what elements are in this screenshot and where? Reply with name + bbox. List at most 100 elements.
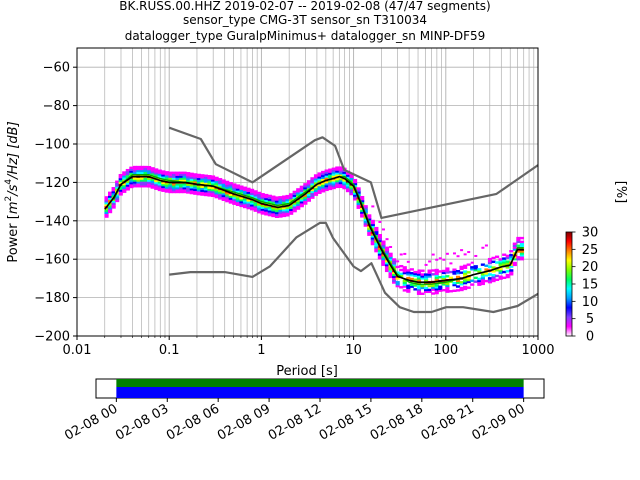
heatmap-cell [239,204,244,208]
heatmap-cell [196,175,201,179]
heatmap-cell [424,277,429,280]
heatmap-cell [132,165,138,169]
heatmap-cell [246,203,251,206]
heatmap-cell [306,185,311,189]
heatmap-cell [154,187,159,190]
heatmap-cell [171,173,177,176]
heatmap-cell [115,195,120,199]
heatmap-cell [122,182,127,186]
heatmap-cell [388,271,393,275]
heatmap-cell [115,197,120,201]
heatmap-cell [519,236,525,240]
heatmap-cell [147,171,152,175]
heatmap-cell [136,183,141,186]
heatmap-cell [498,275,503,278]
heatmap-cell [218,178,223,181]
heatmap-cell [378,220,382,223]
heatmap-cell [452,272,457,275]
heatmap-cell [516,238,521,242]
heatmap-cell [196,179,201,182]
heatmap-cell [512,256,517,259]
heatmap-cell [495,269,500,272]
heatmap-cell [115,184,120,187]
heatmap-cell [370,235,375,238]
heatmap-cell [342,181,347,184]
heatmap-cell [516,244,521,247]
heatmap-cell [104,200,109,203]
heatmap-cell [328,183,333,187]
heatmap-cell [108,208,113,212]
coverage-tick-label: 02-08 18 [368,401,426,443]
heatmap-cell [427,269,432,272]
heatmap-cell [381,248,386,251]
heatmap-cell [409,268,414,271]
heatmap-cell [221,196,226,200]
heatmap-cell [360,209,365,212]
heatmap-cell [474,254,478,257]
heatmap-cell [349,179,354,182]
heatmap-cell [370,239,375,242]
heatmap-cell [342,183,347,186]
heatmap-cell [260,208,265,211]
colorbar-label: [%] [613,181,628,204]
heatmap-cell [463,272,468,275]
heatmap-cell [278,207,283,211]
heatmap-cell [491,260,496,263]
heatmap-cell [168,175,173,178]
heatmap-cell [389,245,393,248]
heatmap-cell [455,279,461,282]
heatmap-cell [154,183,159,187]
heatmap-cell [175,183,180,186]
heatmap-cell [225,180,230,184]
heatmap-cell [157,182,162,186]
heatmap-cell [512,242,517,245]
heatmap-cell [108,191,113,195]
heatmap-cell [253,209,258,212]
heatmap-cell [150,182,155,185]
heatmap-cell [118,189,123,192]
heatmap-cell [313,180,319,183]
heatmap-cell [459,288,464,292]
heatmap-cell [416,286,422,290]
heatmap-cell [232,200,237,204]
heatmap-cell [352,194,358,197]
heatmap-cell [129,181,134,185]
heatmap-cell [392,281,397,284]
heatmap-cell [431,269,436,272]
heatmap-cell [278,209,283,212]
heatmap-cell [246,204,251,208]
plot-frame [76,47,539,337]
heatmap-cell [274,202,280,205]
heatmap-cell [186,179,191,183]
heatmap-cell [519,258,525,261]
heatmap-cell [370,219,375,223]
heatmap-cell [139,181,145,184]
heatmap-cell [200,185,205,189]
heatmap-cell [349,175,354,178]
heatmap-cell [147,179,152,182]
heatmap-cell [349,189,354,192]
heatmap-cell [179,175,184,178]
heatmap-cell [381,244,386,247]
heatmap-cell [377,257,382,260]
heatmap-cell [445,284,450,288]
heatmap-cell [445,286,450,290]
heatmap-cell [310,177,315,180]
heatmap-cell [306,193,311,197]
heatmap-cell [274,209,280,213]
heatmap-cell [480,276,485,280]
heatmap-cell [409,285,414,288]
heatmap-cell [409,273,414,277]
heatmap-cell [473,265,478,268]
heatmap-cell [313,187,319,191]
heatmap-cell [104,203,109,207]
heatmap-cell [186,191,191,194]
heatmap-cell [154,179,159,183]
heatmap-cell [232,185,237,188]
heatmap-cell [274,215,280,218]
heatmap-cell [186,177,191,181]
heatmap-cell [335,174,340,177]
heatmap-cell [374,230,379,234]
heatmap-cell [271,212,276,216]
heatmap-cell [406,273,411,276]
